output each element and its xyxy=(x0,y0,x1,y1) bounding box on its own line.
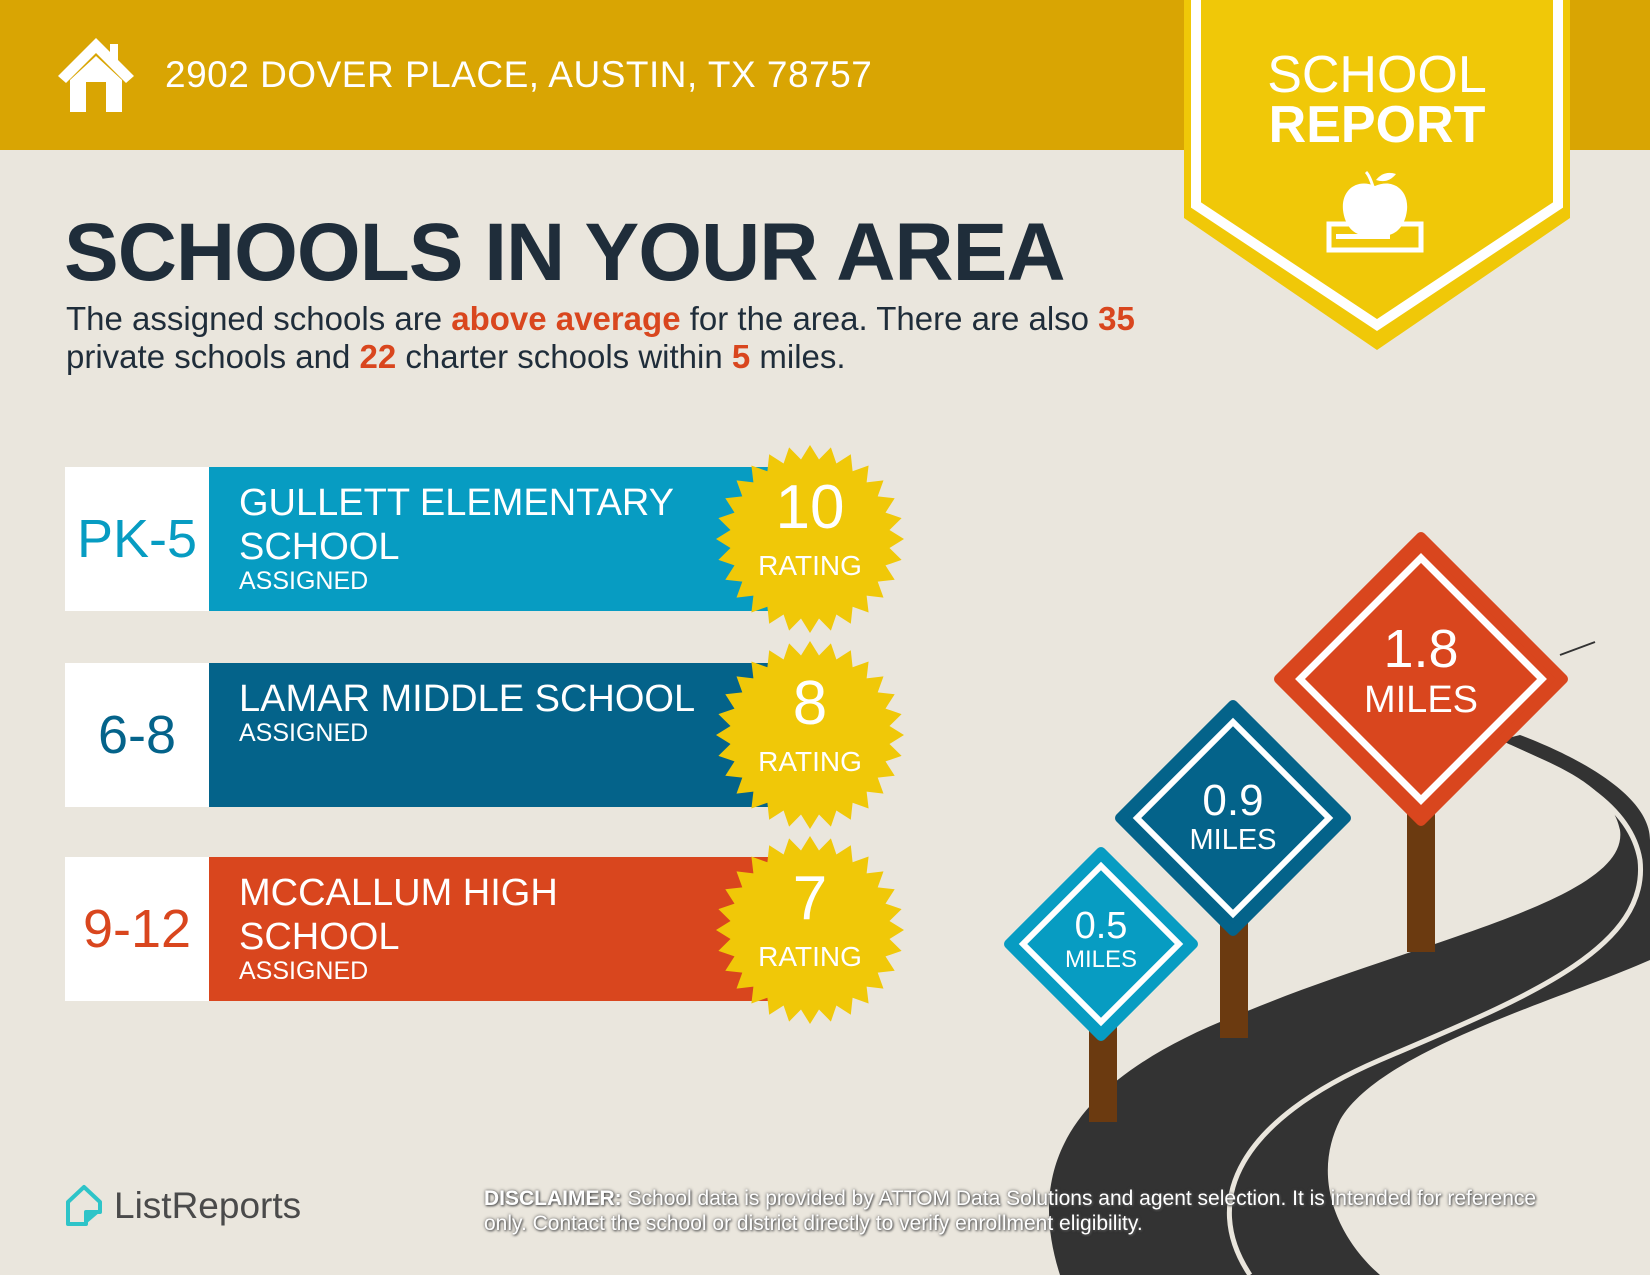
starburst-shape xyxy=(716,641,904,829)
school-bar: MCCALLUM HIGH SCHOOL ASSIGNED xyxy=(209,857,829,1001)
school-status: ASSIGNED xyxy=(239,957,369,985)
school-report-banner xyxy=(1184,0,1570,350)
grade-range: PK-5 xyxy=(65,467,209,611)
property-address: 2902 DOVER PLACE, AUSTIN, TX 78757 xyxy=(165,54,873,95)
grade-range: 9-12 xyxy=(65,857,209,1001)
rating-badge: 10 RATING xyxy=(715,444,905,634)
house-icon xyxy=(58,38,134,112)
apple-on-book-icon xyxy=(1326,170,1424,253)
summary-text: The assigned schools are above average f… xyxy=(66,300,1135,375)
starburst-icon xyxy=(716,836,904,1024)
listreports-logo-icon xyxy=(66,1185,102,1226)
grade-range: 6-8 xyxy=(65,663,209,807)
disclaimer: DISCLAIMER: School data is provided by A… xyxy=(484,1187,1537,1235)
listreports-logo: ListReports xyxy=(64,1184,301,1228)
road-line xyxy=(1226,742,1643,1275)
banner-title-line1: SCHOOL xyxy=(1267,46,1487,104)
distance-sign-large xyxy=(1274,532,1568,826)
school-name: LAMAR MIDDLE SCHOOL xyxy=(239,678,696,720)
page-title: SCHOOLS IN YOUR AREA xyxy=(64,207,1066,298)
starburst-shape xyxy=(716,445,904,633)
rating-value: 7 xyxy=(792,864,828,933)
rating-label: RATING xyxy=(758,550,862,581)
school-row: 9-12 MCCALLUM HIGH SCHOOL ASSIGNED xyxy=(65,857,829,1001)
starburst-icon xyxy=(716,445,904,633)
school-status: ASSIGNED xyxy=(239,567,369,595)
road xyxy=(1048,735,1650,1275)
school-status: ASSIGNED xyxy=(239,719,369,747)
distance-label: 0.9 MILES xyxy=(1189,776,1277,857)
starburst-shape xyxy=(716,836,904,1024)
rating-label: RATING xyxy=(758,746,862,777)
rating-label: RATING xyxy=(758,941,862,972)
distance-sign-medium xyxy=(1115,700,1351,936)
distance-label: 0.5 MILES xyxy=(1064,905,1138,973)
rating-value: 8 xyxy=(792,669,828,738)
distance-sign-small xyxy=(1004,847,1198,1041)
school-row: 6-8 LAMAR MIDDLE SCHOOL ASSIGNED xyxy=(65,663,829,807)
rating-badge: 7 RATING xyxy=(715,835,905,1025)
distance-label: 1.8 MILES xyxy=(1363,619,1479,721)
banner-title-line2: REPORT xyxy=(1268,96,1486,154)
school-name: GULLETT ELEMENTARY SCHOOL xyxy=(239,482,674,568)
rating-value: 10 xyxy=(775,473,845,542)
school-name: MCCALLUM HIGH SCHOOL xyxy=(239,872,558,958)
rating-badge: 8 RATING xyxy=(715,640,905,830)
school-bar: LAMAR MIDDLE SCHOOL ASSIGNED xyxy=(209,663,829,807)
starburst-icon xyxy=(716,641,904,829)
